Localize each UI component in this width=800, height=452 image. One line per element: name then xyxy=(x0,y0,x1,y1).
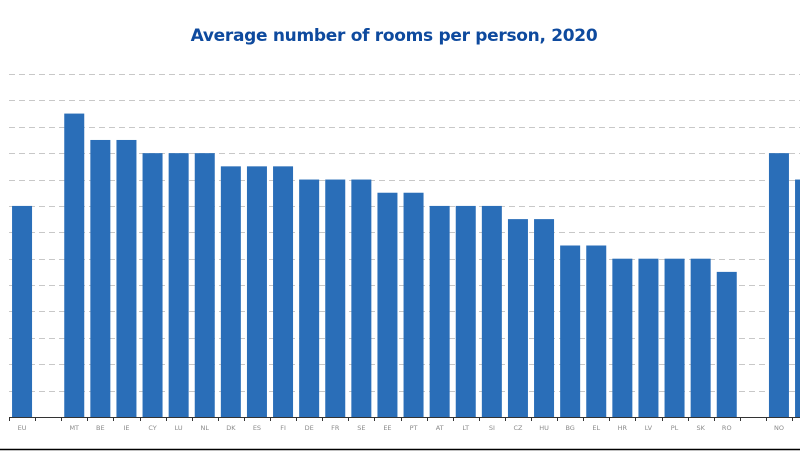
x-tick-label: BE xyxy=(96,424,105,432)
bar-ro xyxy=(716,271,737,417)
bar-ch xyxy=(795,179,800,417)
x-tick-label: NL xyxy=(201,424,210,432)
bar-hr xyxy=(612,258,633,417)
bar-se xyxy=(351,179,372,417)
x-tick-label: IE xyxy=(123,424,129,432)
x-tick-label: LU xyxy=(175,424,183,432)
x-tick-label: EU xyxy=(18,424,27,432)
x-tick-label: DK xyxy=(226,424,236,432)
x-tick-label: SI xyxy=(489,424,495,432)
bar-lu xyxy=(168,153,189,417)
x-tick-label: HU xyxy=(539,424,549,432)
bar-pl xyxy=(664,258,685,417)
x-tick-label: EE xyxy=(383,424,391,432)
bar-lt xyxy=(455,205,476,417)
x-tick-label: PT xyxy=(410,424,418,432)
x-tick-label: SE xyxy=(357,424,365,432)
bar-eu xyxy=(12,205,33,417)
bar-pt xyxy=(403,192,424,417)
bar-fi xyxy=(273,166,294,417)
bar-mt xyxy=(64,113,85,418)
x-tick-label: DE xyxy=(305,424,314,432)
bar-el xyxy=(586,245,607,417)
bar-ie xyxy=(116,139,137,417)
bar-cz xyxy=(507,219,528,417)
bar-es xyxy=(246,166,267,417)
bar-dk xyxy=(220,166,241,417)
x-tick-label: CY xyxy=(148,424,156,432)
x-tick-label: SK xyxy=(696,424,705,432)
bar-lv xyxy=(638,258,659,417)
x-tick-label: RO xyxy=(722,424,732,432)
x-tick-label: LV xyxy=(645,424,653,432)
x-tick-label: EL xyxy=(592,424,600,432)
x-tick-label: HR xyxy=(618,424,628,432)
x-tick-label: CZ xyxy=(513,424,523,432)
bar-sk xyxy=(690,258,711,417)
x-tick-label: BG xyxy=(565,424,574,432)
bar-nl xyxy=(194,153,215,417)
bar-ee xyxy=(377,192,398,417)
bar-fr xyxy=(325,179,346,417)
x-tick-label: NO xyxy=(774,424,784,432)
bar-cy xyxy=(142,153,163,417)
x-tick-label: FR xyxy=(331,424,340,432)
bar-si xyxy=(481,205,502,417)
x-tick-label: FI xyxy=(280,424,286,432)
x-tick-label: MT xyxy=(69,424,79,432)
x-tick-label: PL xyxy=(671,424,679,432)
bar-de xyxy=(299,179,320,417)
x-tick-label: ES xyxy=(253,424,261,432)
bar-be xyxy=(90,139,111,417)
x-tick-label: LT xyxy=(462,424,469,432)
bar-at xyxy=(429,205,450,417)
bar-hu xyxy=(534,219,555,417)
x-tick-label: AT xyxy=(436,424,444,432)
bar-bg xyxy=(560,245,581,417)
chart-title: Average number of rooms per person, 2020 xyxy=(190,26,598,46)
bar-no xyxy=(768,153,789,417)
